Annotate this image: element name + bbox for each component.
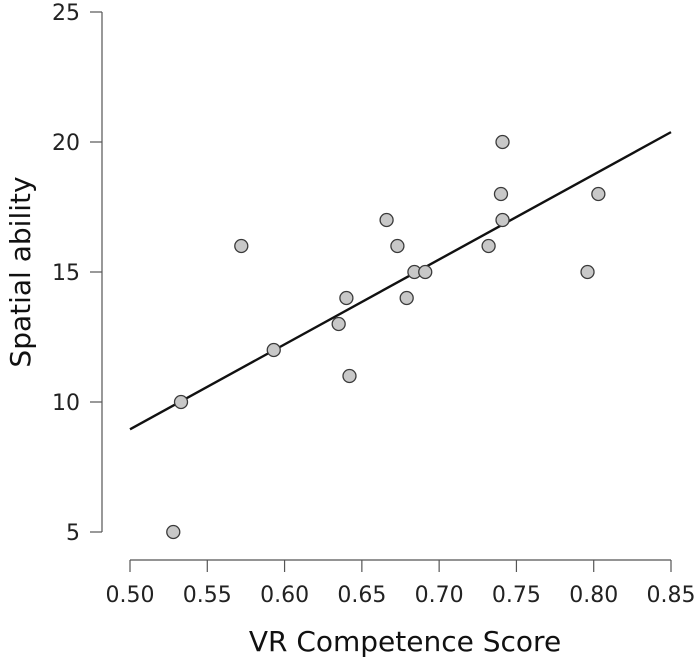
data-point <box>495 212 510 228</box>
y-tick-label: 5 <box>66 521 80 546</box>
x-tick-label: 0.55 <box>183 583 232 608</box>
x-tick-label: 0.75 <box>492 583 541 608</box>
x-tick-label: 0.70 <box>415 583 464 608</box>
x-tick-label: 0.60 <box>260 583 309 608</box>
y-axis: 5 10 15 20 25 <box>52 1 103 546</box>
data-points <box>166 134 606 540</box>
regression-line-group <box>129 131 672 431</box>
x-tick-label: 0.50 <box>106 583 155 608</box>
x-tick-label: 0.80 <box>569 583 618 608</box>
data-point <box>390 238 405 254</box>
y-tick-label: 10 <box>52 391 80 416</box>
data-point <box>418 264 433 280</box>
data-point <box>331 316 346 332</box>
data-point <box>266 342 281 358</box>
y-tick-label: 20 <box>52 131 80 156</box>
data-point <box>342 368 357 384</box>
data-point <box>591 186 606 202</box>
y-tick-label: 15 <box>52 261 80 286</box>
data-point <box>379 212 394 228</box>
data-point <box>399 290 414 306</box>
data-point <box>580 264 595 280</box>
x-tick-label: 0.65 <box>337 583 386 608</box>
y-axis-title: Spatial ability <box>4 176 37 367</box>
y-tick-label: 25 <box>52 1 80 26</box>
data-point <box>481 238 496 254</box>
data-point <box>234 238 249 254</box>
data-point <box>495 134 510 150</box>
regression-line <box>129 131 672 431</box>
data-point <box>173 394 189 410</box>
data-point <box>493 186 509 202</box>
x-tick-label: 0.85 <box>647 583 696 608</box>
x-axis: 0.50 0.55 0.60 0.65 0.70 0.75 0.80 0.85 <box>106 559 696 608</box>
x-axis-title: VR Competence Score <box>249 625 561 658</box>
data-point <box>339 290 354 306</box>
data-point <box>166 524 181 540</box>
